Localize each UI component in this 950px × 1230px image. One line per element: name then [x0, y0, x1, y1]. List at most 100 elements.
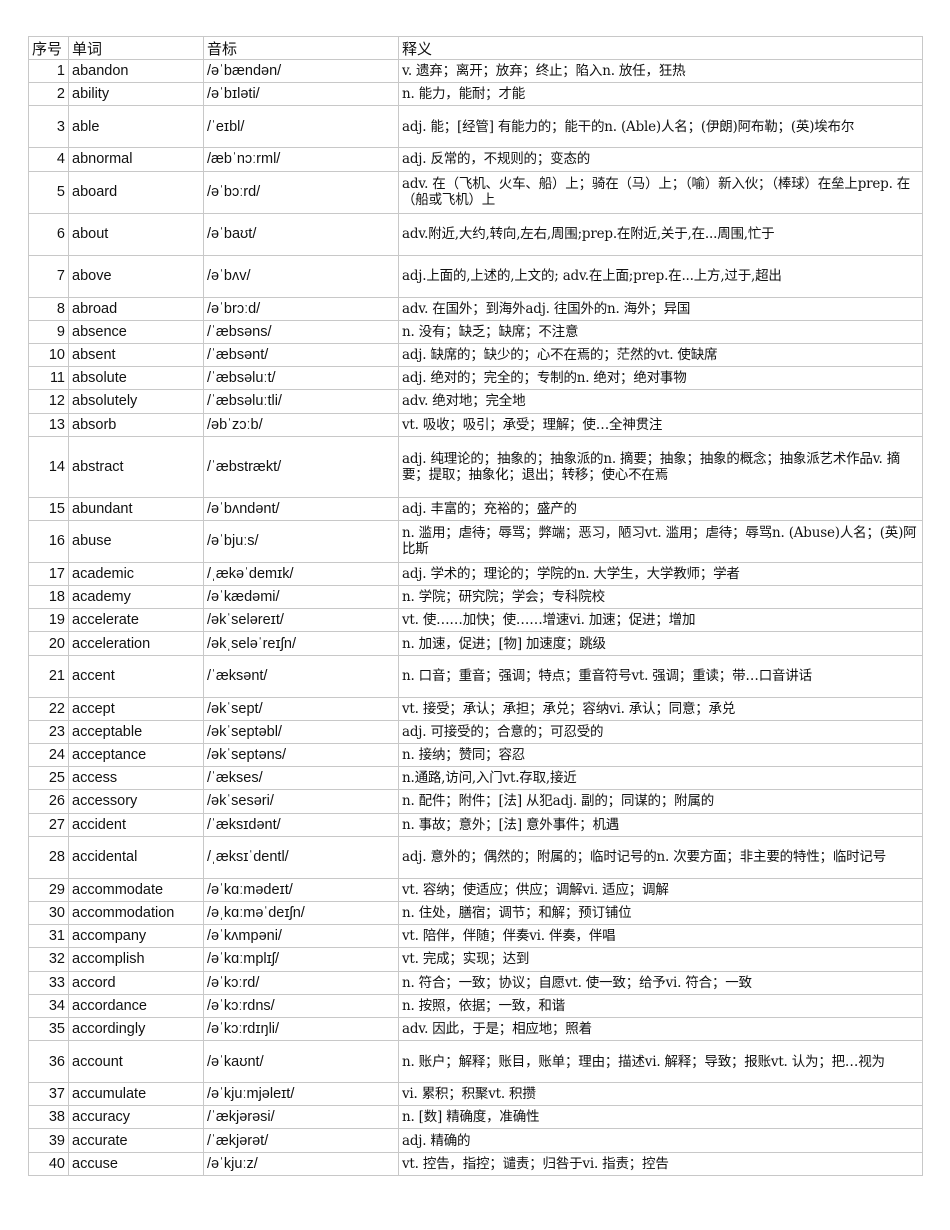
table-row: 18 academy/əˈkædəmi/n. 学院；研究院；学会；专科院校 — [28, 585, 923, 610]
row-number: 14 — [28, 435, 69, 498]
definition-cell: n. 学院；研究院；学会；专科院校 — [398, 585, 923, 610]
word-cell: acceptance — [68, 742, 204, 768]
word-cell: abnormal — [68, 147, 204, 172]
phonetic-cell: /əˈbʌndənt/ — [203, 496, 399, 521]
word-cell: accent — [68, 654, 204, 698]
table-row: 23 acceptable/əkˈseptəbl/adj. 可接受的；合意的；可忍… — [28, 719, 923, 745]
phonetic-cell: /əˈkɔːrdɪŋli/ — [203, 1016, 399, 1042]
row-number: 20 — [28, 631, 69, 656]
row-number: 29 — [28, 877, 69, 902]
word-cell: absorb — [68, 412, 204, 437]
word-cell: accomplish — [68, 947, 204, 972]
phonetic-cell: /ˈeɪbl/ — [203, 105, 399, 149]
definition-cell: n. 能力，能耐；才能 — [398, 82, 923, 107]
table-row: 8 abroad/əˈbrɔːd/adv. 在国外；到海外adj. 往国外的n. … — [28, 296, 923, 321]
word-cell: acceptable — [68, 719, 204, 745]
table-row: 32 accomplish/əˈkɑːmplɪʃ/vt. 完成；实现；达到 — [28, 947, 923, 972]
table-row: 24 acceptance/əkˈseptəns/n. 接纳；赞同；容忍 — [28, 742, 923, 768]
phonetic-cell: /əˈbɔːrd/ — [203, 170, 399, 214]
table-row: 22 accept/əkˈsept/vt. 接受；承认；承担；承兑；容纳vi. 承… — [28, 696, 923, 721]
table-row: 17 academic/ˌækəˈdemɪk/adj. 学术的；理论的；学院的n.… — [28, 561, 923, 587]
definition-cell: adj. 可接受的；合意的；可忍受的 — [398, 719, 923, 745]
table-row: 34 accordance/əˈkɔːrdns/n. 按照，依据；一致，和谐 — [28, 993, 923, 1018]
phonetic-cell: /əˈbjuːs/ — [203, 519, 399, 563]
row-number: 27 — [28, 812, 69, 837]
word-cell: absence — [68, 319, 204, 344]
word-cell: accuracy — [68, 1105, 204, 1130]
phonetic-cell: /ˈæbsəluːtli/ — [203, 389, 399, 414]
phonetic-cell: /ˈæbstrækt/ — [203, 435, 399, 498]
definition-cell: n. 账户；解释；账目，账单；理由；描述vi. 解释；导致；报账vt. 认为；把… — [398, 1040, 923, 1084]
phonetic-cell: /ˌækəˈdemɪk/ — [203, 561, 399, 587]
row-number: 23 — [28, 719, 69, 745]
phonetic-cell: /ˈækjərəsi/ — [203, 1105, 399, 1130]
phonetic-cell: /ˈæksɪdənt/ — [203, 812, 399, 837]
definition-cell: adv. 因此，于是；相应地；照着 — [398, 1016, 923, 1042]
word-cell: accommodate — [68, 877, 204, 902]
definition-cell: adj. 丰富的；充裕的；盛产的 — [398, 496, 923, 521]
row-number: 15 — [28, 496, 69, 521]
row-number: 9 — [28, 319, 69, 344]
table-row: 40 accuse/əˈkjuːz/vt. 控告，指控；谴责；归咎于vi. 指责；… — [28, 1151, 923, 1176]
table-row: 30 accommodation/əˌkɑːməˈdeɪʃn/n. 住处，膳宿；调… — [28, 900, 923, 926]
word-cell: abundant — [68, 496, 204, 521]
table-row: 29 accommodate/əˈkɑːmədeɪt/vt. 容纳；使适应；供应；… — [28, 877, 923, 902]
definition-cell: adv. 在（飞机、火车、船）上；骑在（马）上；（喻）新入伙；（棒球）在垒上pr… — [398, 170, 923, 214]
definition-cell: adj. 反常的，不规则的；变态的 — [398, 147, 923, 172]
phonetic-cell: /ˌæksɪˈdentl/ — [203, 835, 399, 879]
phonetic-cell: /əˈkɔːrd/ — [203, 970, 399, 995]
definition-cell: n. 没有；缺乏；缺席；不注意 — [398, 319, 923, 344]
phonetic-cell: /əkˌseləˈreɪʃn/ — [203, 631, 399, 656]
table-row: 16 abuse/əˈbjuːs/n. 滥用；虐待；辱骂；弊端；恶习，陋习vt. … — [28, 519, 923, 563]
phonetic-cell: /əˈkjuːmjəleɪt/ — [203, 1082, 399, 1107]
row-number: 24 — [28, 742, 69, 768]
table-row: 2 ability/əˈbɪləti/n. 能力，能耐；才能 — [28, 82, 923, 107]
phonetic-cell: /əˈbrɔːd/ — [203, 296, 399, 321]
table-row: 12 absolutely/ˈæbsəluːtli/adv. 绝对地；完全地 — [28, 389, 923, 414]
header-phonetic: 音标 — [203, 36, 399, 60]
definition-cell: n. 符合；一致；协议；自愿vt. 使一致；给予vi. 符合；一致 — [398, 970, 923, 995]
word-cell: acceleration — [68, 631, 204, 656]
phonetic-cell: /əˈkɑːmplɪʃ/ — [203, 947, 399, 972]
word-cell: accessory — [68, 789, 204, 814]
row-number: 7 — [28, 254, 69, 298]
definition-cell: n.通路,访问,入门vt.存取,接近 — [398, 766, 923, 791]
definition-cell: vi. 累积；积聚vt. 积攒 — [398, 1082, 923, 1107]
phonetic-cell: /əˈbʌv/ — [203, 254, 399, 298]
phonetic-cell: /ˈæksənt/ — [203, 654, 399, 698]
definition-cell: vt. 陪伴，伴随；伴奏vi. 伴奏，伴唱 — [398, 924, 923, 949]
definition-cell: adj. 能；[经管] 有能力的；能干的n. (Able)人名；(伊朗)阿布勒；… — [398, 105, 923, 149]
row-number: 16 — [28, 519, 69, 563]
definition-cell: adj. 缺席的；缺少的；心不在焉的；茫然的vt. 使缺席 — [398, 342, 923, 368]
phonetic-cell: /ˈækses/ — [203, 766, 399, 791]
phonetic-cell: /ˈæbsəluːt/ — [203, 366, 399, 391]
table-row: 6 about/əˈbaʊt/adv.附近,大约,转向,左右,周围;prep.在附… — [28, 212, 923, 256]
word-cell: aboard — [68, 170, 204, 214]
row-number: 33 — [28, 970, 69, 995]
definition-cell: adj. 纯理论的；抽象的；抽象派的n. 摘要；抽象；抽象的概念；抽象派艺术作品… — [398, 435, 923, 498]
row-number: 32 — [28, 947, 69, 972]
table-row: 1 abandon/əˈbændən/v. 遗弃；离开；放弃；终止；陷入n. 放任… — [28, 58, 923, 84]
row-number: 37 — [28, 1082, 69, 1107]
header-row: 序号 单词 音标 释义 — [28, 36, 923, 60]
definition-cell: vt. 容纳；使适应；供应；调解vi. 适应；调解 — [398, 877, 923, 902]
header-number: 序号 — [28, 36, 69, 60]
word-cell: ability — [68, 82, 204, 107]
word-cell: accident — [68, 812, 204, 837]
phonetic-cell: /əˈbændən/ — [203, 58, 399, 84]
word-cell: account — [68, 1040, 204, 1084]
definition-cell: adv.附近,大约,转向,左右,周围;prep.在附近,关于,在...周围,忙于 — [398, 212, 923, 256]
word-cell: accommodation — [68, 900, 204, 926]
row-number: 22 — [28, 696, 69, 721]
table-row: 21 accent/ˈæksənt/n. 口音；重音；强调；特点；重音符号vt. … — [28, 654, 923, 698]
definition-cell: adj. 绝对的；完全的；专制的n. 绝对；绝对事物 — [398, 366, 923, 391]
table-row: 37 accumulate/əˈkjuːmjəleɪt/vi. 累积；积聚vt. … — [28, 1082, 923, 1107]
table-row: 25 access/ˈækses/n.通路,访问,入门vt.存取,接近 — [28, 766, 923, 791]
row-number: 2 — [28, 82, 69, 107]
row-number: 26 — [28, 789, 69, 814]
table-row: 35 accordingly/əˈkɔːrdɪŋli/adv. 因此，于是；相应地… — [28, 1016, 923, 1042]
row-number: 3 — [28, 105, 69, 149]
row-number: 25 — [28, 766, 69, 791]
table-row: 26 accessory/əkˈsesəri/n. 配件；附件；[法] 从犯adj… — [28, 789, 923, 814]
word-cell: accuse — [68, 1151, 204, 1176]
